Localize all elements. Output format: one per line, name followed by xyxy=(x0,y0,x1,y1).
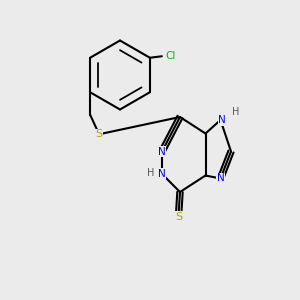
Text: N: N xyxy=(217,173,224,184)
Text: N: N xyxy=(218,115,226,125)
Text: S: S xyxy=(96,129,103,139)
Text: H: H xyxy=(147,167,154,178)
Text: S: S xyxy=(175,212,182,222)
Text: N: N xyxy=(158,169,166,179)
Text: Cl: Cl xyxy=(166,51,176,61)
Text: S: S xyxy=(96,129,103,139)
Text: H: H xyxy=(232,106,240,117)
Text: N: N xyxy=(158,146,166,157)
